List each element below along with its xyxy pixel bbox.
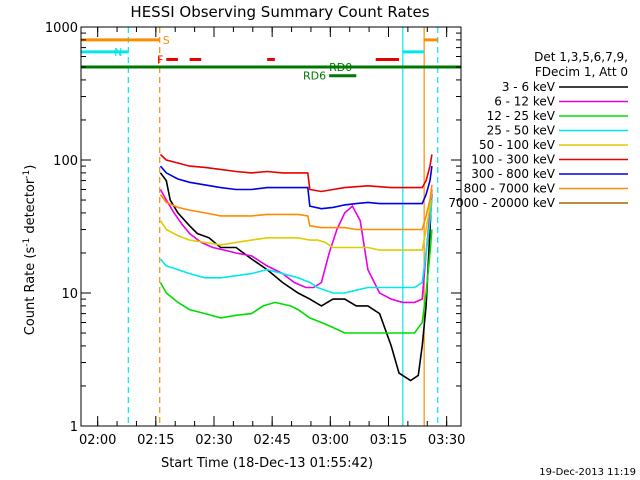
- y-tick-label: 1: [70, 420, 78, 435]
- plot-frame: [80, 26, 462, 427]
- flag-label-f: F: [157, 53, 163, 66]
- y-tick-label: 1000: [45, 21, 78, 36]
- series-line-7: [159, 184, 433, 231]
- legend-label-0: 3 - 6 keV: [502, 80, 556, 94]
- legend-label-2: 12 - 25 keV: [487, 109, 556, 123]
- legend-label-7: 800 - 7000 keV: [464, 182, 556, 196]
- flag-label-rd0: RD0: [329, 61, 352, 74]
- legend-title-2: FDecim 1, Att 0: [535, 65, 628, 79]
- y-axis-label: Count Rate (s-1 detector-1): [22, 165, 38, 336]
- legend-label-5: 100 - 300 keV: [471, 153, 555, 167]
- legend-label-4: 50 - 100 keV: [479, 138, 556, 152]
- series-line-5: [159, 153, 433, 193]
- footer-date: 19-Dec-2013 11:19: [539, 467, 636, 478]
- legend-title-1: Det 1,3,5,6,7,9,: [534, 50, 628, 64]
- series-line-2: [159, 229, 433, 334]
- x-tick-label: 02:30: [195, 433, 232, 448]
- y-tick-label: 10: [61, 287, 78, 302]
- x-tick-label: 02:45: [253, 433, 290, 448]
- series-line-0: [159, 172, 433, 382]
- chart-title: HESSI Observing Summary Count Rates: [130, 3, 429, 21]
- legend-label-6: 300 - 800 keV: [471, 167, 555, 181]
- y-tick-label: 100: [53, 154, 78, 169]
- legend-label-3: 25 - 50 keV: [487, 124, 556, 138]
- x-tick-label: 02:15: [137, 433, 174, 448]
- flag-label-rd6: RD6: [303, 70, 326, 83]
- x-axis-label: Start Time (18-Dec-13 01:55:42): [161, 456, 373, 471]
- legend-label-1: 6 - 12 keV: [494, 95, 556, 109]
- series-line-3: [159, 199, 433, 294]
- legend-label-8: 7000 - 20000 keV: [448, 196, 555, 210]
- x-tick-label: 02:00: [79, 433, 116, 448]
- x-tick-label: 03:30: [428, 433, 465, 448]
- series-line-1: [159, 189, 433, 304]
- series-line-4: [159, 189, 433, 251]
- flag-label-s: S: [163, 34, 170, 47]
- flag-label-n: N: [114, 46, 122, 59]
- series-line-6: [159, 165, 433, 210]
- x-tick-label: 03:15: [370, 433, 407, 448]
- x-tick-label: 03:00: [312, 433, 349, 448]
